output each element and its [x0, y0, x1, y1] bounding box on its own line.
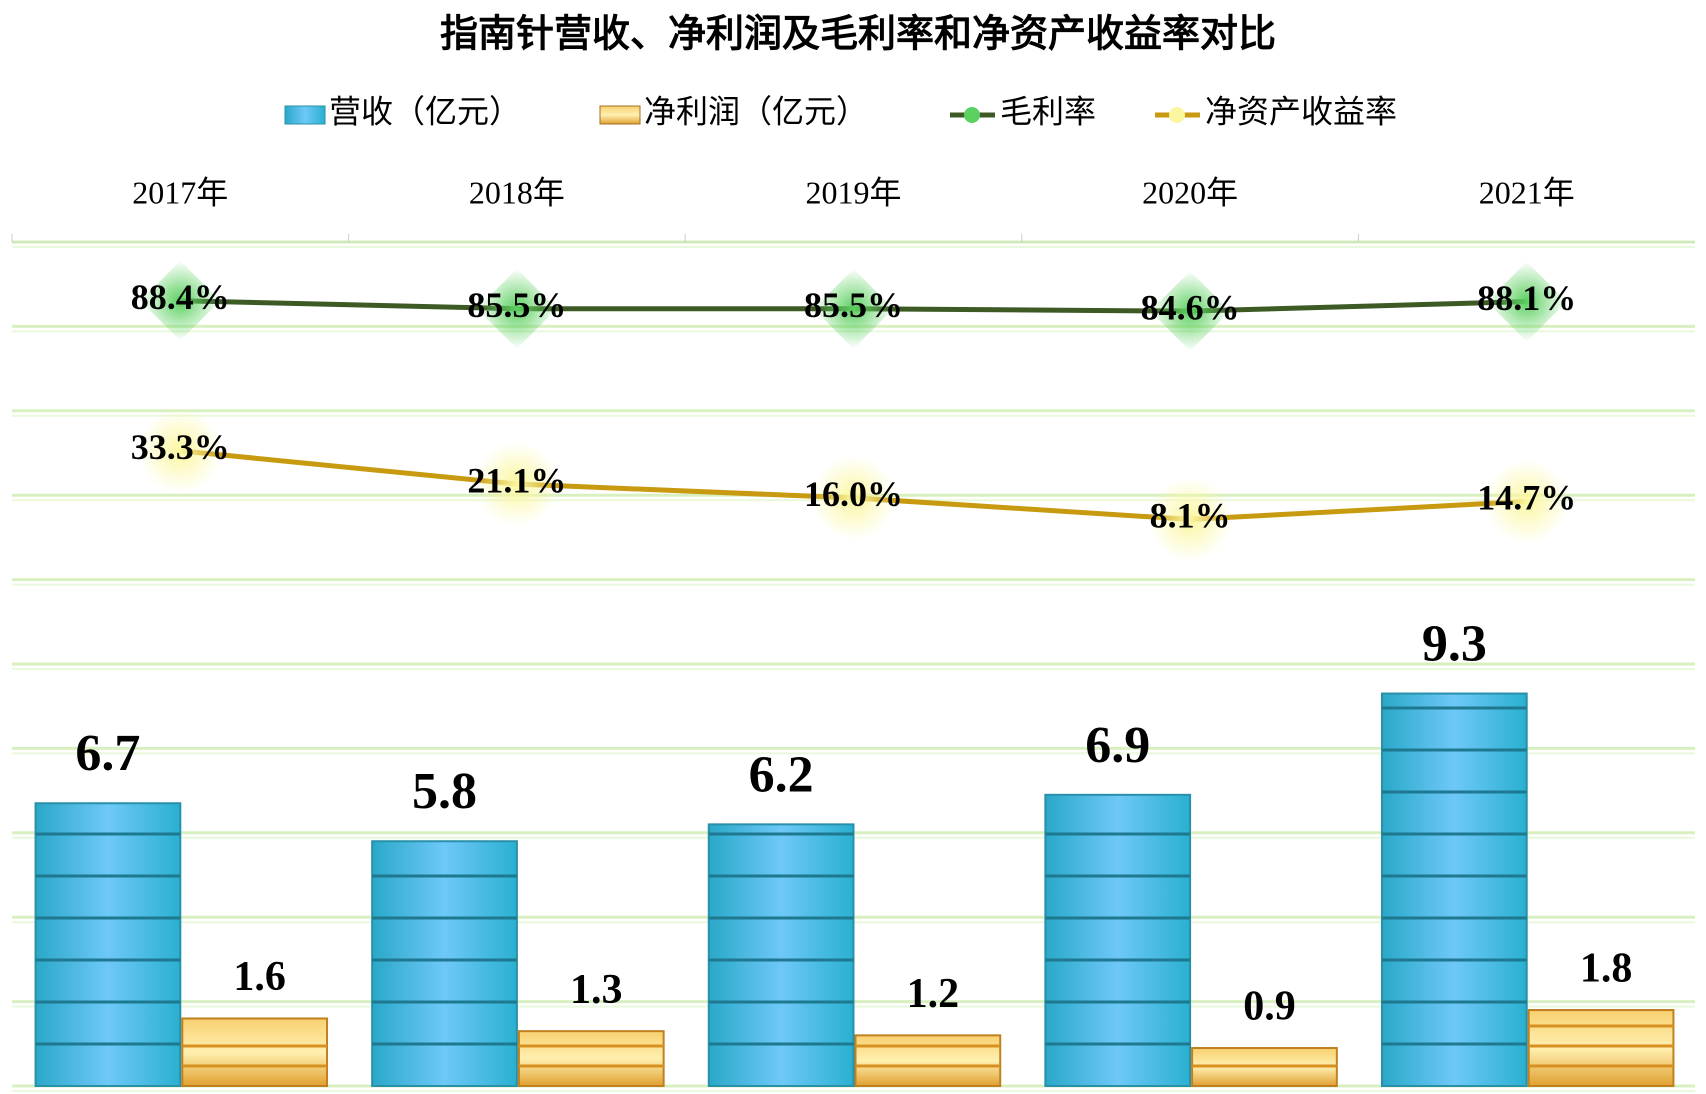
marker: [474, 442, 559, 527]
legend: 营收（亿元） 净利润（亿元） 毛利率 净资产收益率: [284, 93, 1397, 129]
legend-label: 毛利率: [1000, 93, 1096, 129]
x-tick-label: 2020年: [1142, 174, 1238, 210]
data-label: 21.1%: [467, 460, 566, 500]
marker: [476, 268, 557, 349]
marker: [140, 260, 221, 341]
bar: [371, 840, 518, 1087]
bar: [181, 1017, 329, 1087]
data-label: 88.4%: [131, 277, 230, 317]
data-label: 88.1%: [1477, 278, 1576, 318]
data-label: 6.7: [75, 725, 140, 782]
data-label: 1.2: [907, 971, 960, 1017]
data-label: 5.8: [412, 763, 477, 820]
legend-swatch: [599, 105, 641, 125]
data-label: 84.6%: [1141, 287, 1240, 327]
bar: [34, 802, 182, 1087]
data-label: 6.9: [1085, 717, 1150, 774]
marker: [1486, 261, 1567, 342]
legend-label: 营收（亿元）: [329, 93, 521, 129]
marker: [813, 268, 894, 349]
data-label: 85.5%: [467, 285, 566, 325]
data-label: 1.3: [570, 967, 623, 1013]
bar: [1044, 793, 1192, 1087]
data-label: 8.1%: [1150, 496, 1231, 536]
data-label: 6.2: [749, 746, 814, 803]
marker: [1148, 477, 1233, 562]
legend-swatch: [964, 107, 980, 123]
marker: [811, 455, 896, 540]
bar: [517, 1030, 665, 1088]
data-label: 85.5%: [804, 285, 903, 325]
legend-label: 净利润（亿元）: [644, 93, 868, 129]
chart-title: 指南针营收、净利润及毛利率和净资产收益率对比: [440, 14, 1276, 56]
marker: [1150, 271, 1231, 352]
bar: [1527, 1009, 1675, 1087]
x-tick-label: 2018年: [469, 174, 565, 210]
data-label: 16.0%: [804, 474, 903, 514]
x-tick-label: 2021年: [1479, 174, 1575, 210]
marker: [138, 408, 223, 493]
data-label: 33.3%: [131, 427, 230, 467]
legend-label: 净资产收益率: [1205, 93, 1397, 129]
x-tick-label: 2017年: [132, 174, 228, 210]
bar: [1380, 692, 1528, 1087]
data-label: 14.7%: [1477, 478, 1576, 518]
bar: [707, 823, 855, 1087]
legend-swatch: [284, 105, 326, 125]
x-tick-label: 2019年: [805, 174, 901, 210]
legend-swatch: [1169, 107, 1185, 123]
bar: [854, 1034, 1002, 1087]
marker: [1484, 459, 1569, 544]
data-label: 1.6: [233, 954, 286, 1000]
data-label: 0.9: [1243, 984, 1296, 1030]
data-label: 9.3: [1422, 615, 1487, 672]
data-label: 1.8: [1580, 946, 1633, 992]
